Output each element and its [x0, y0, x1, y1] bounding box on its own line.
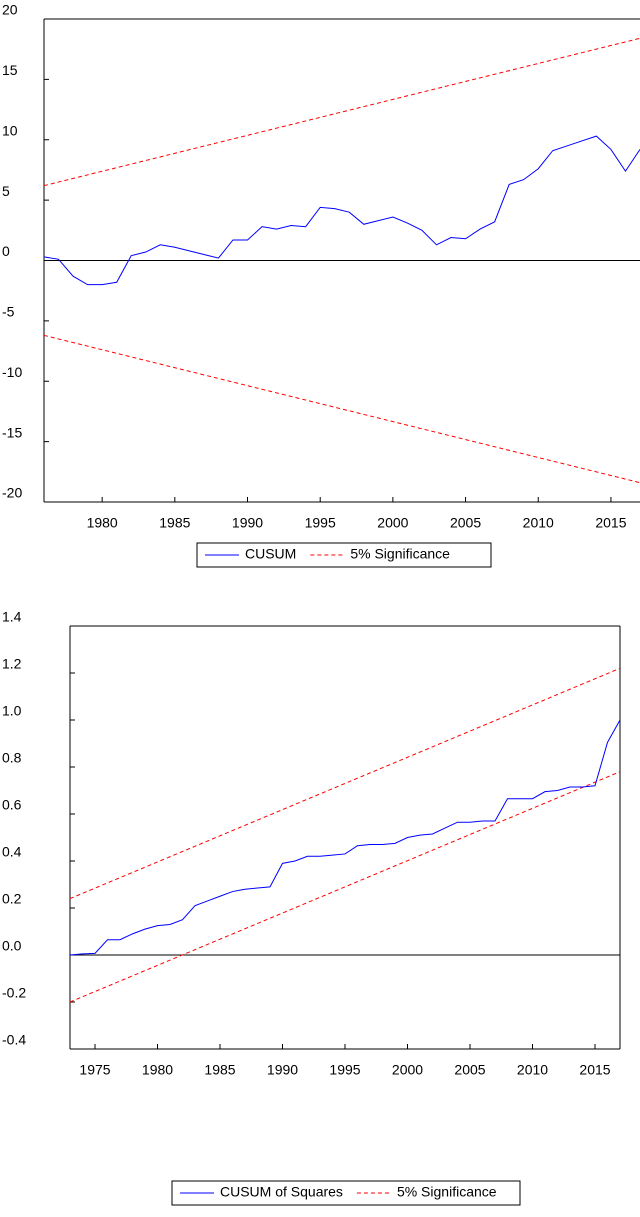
y-tick-label: 0.2	[2, 891, 22, 907]
legend-box	[171, 1180, 521, 1206]
x-tick-label: 1995	[305, 515, 336, 531]
x-tick-label: 1975	[79, 1062, 110, 1078]
significance-line	[69, 771, 621, 1003]
y-tick-label: 1.0	[2, 703, 22, 719]
x-tick-label: 2000	[392, 1062, 423, 1078]
x-tick-label: 2015	[595, 515, 626, 531]
x-tick-label: 1980	[87, 515, 118, 531]
y-tick-label: 0.0	[2, 938, 22, 954]
series-line	[69, 719, 621, 956]
legend-label: 5% Significance	[397, 1184, 497, 1200]
y-tick-label: 0.8	[2, 750, 22, 766]
y-tick-label: 1.2	[2, 656, 22, 672]
x-tick-label: 1980	[142, 1062, 173, 1078]
x-tick-label: 2010	[523, 515, 554, 531]
y-tick-label: -0.2	[2, 985, 26, 1001]
y-tick-label: 10	[2, 122, 18, 138]
significance-line	[69, 667, 621, 900]
y-tick-label: 0	[2, 243, 10, 259]
series-line	[43, 135, 640, 286]
x-tick-label: 2015	[579, 1062, 610, 1078]
y-tick-label: -10	[2, 364, 22, 380]
x-tick-label: 2010	[517, 1062, 548, 1078]
x-tick-label: 2005	[450, 515, 481, 531]
significance-line	[43, 334, 640, 484]
y-tick-label: -20	[2, 485, 22, 501]
legend-label: 5% Significance	[350, 546, 450, 562]
significance-line	[43, 37, 640, 187]
y-tick-label: 0.4	[2, 844, 22, 860]
y-tick-label: 5	[2, 183, 10, 199]
x-tick-label: 1990	[267, 1062, 298, 1078]
y-tick-label: -15	[2, 424, 22, 440]
x-tick-label: 1995	[329, 1062, 360, 1078]
legend-box	[196, 542, 492, 568]
y-tick-label: 20	[2, 2, 18, 18]
y-tick-label: 15	[2, 62, 18, 78]
x-tick-label: 1985	[204, 1062, 235, 1078]
x-tick-label: 1990	[232, 515, 263, 531]
legend-label: CUSUM	[245, 546, 296, 562]
x-tick-label: 1985	[159, 515, 190, 531]
y-tick-label: 0.6	[2, 797, 22, 813]
x-tick-label: 2005	[454, 1062, 485, 1078]
y-tick-label: -5	[2, 304, 15, 320]
y-tick-label: 1.4	[2, 609, 22, 625]
legend-label: CUSUM of Squares	[220, 1184, 343, 1200]
y-tick-label: -0.4	[2, 1032, 26, 1048]
x-tick-label: 2000	[377, 515, 408, 531]
